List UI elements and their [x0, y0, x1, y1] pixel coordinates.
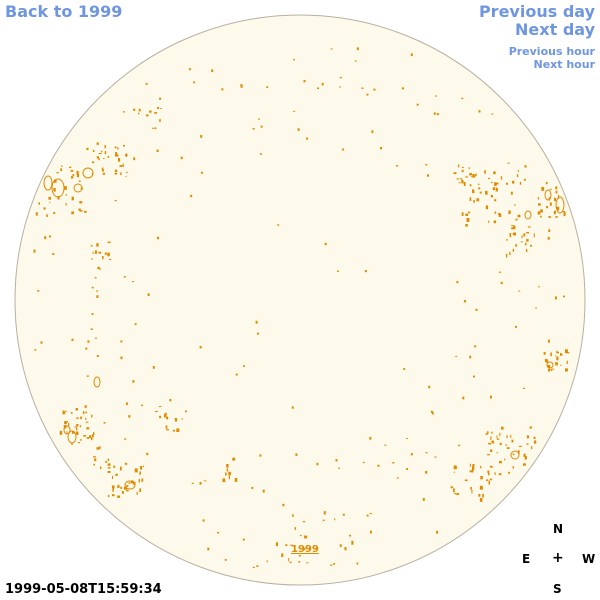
compass-south-label: S: [553, 582, 562, 596]
compass-west-label: W: [582, 552, 596, 566]
previous-day-link[interactable]: Previous day: [478, 2, 595, 21]
observation-timestamp: 1999-05-08T15:59:34: [5, 582, 162, 597]
year-link[interactable]: 1999: [291, 544, 319, 555]
magnetic-contours: [33, 47, 570, 568]
solar-disk: [14, 14, 586, 586]
back-to-year-link[interactable]: Back to 1999: [5, 2, 123, 21]
compass-east-label: E: [522, 552, 531, 566]
compass-north-label: N: [553, 522, 564, 536]
compass-center-icon: +: [552, 550, 564, 566]
previous-hour-link[interactable]: Previous hour: [508, 45, 595, 58]
next-day-link[interactable]: Next day: [515, 20, 595, 39]
next-hour-link[interactable]: Next hour: [533, 58, 596, 71]
